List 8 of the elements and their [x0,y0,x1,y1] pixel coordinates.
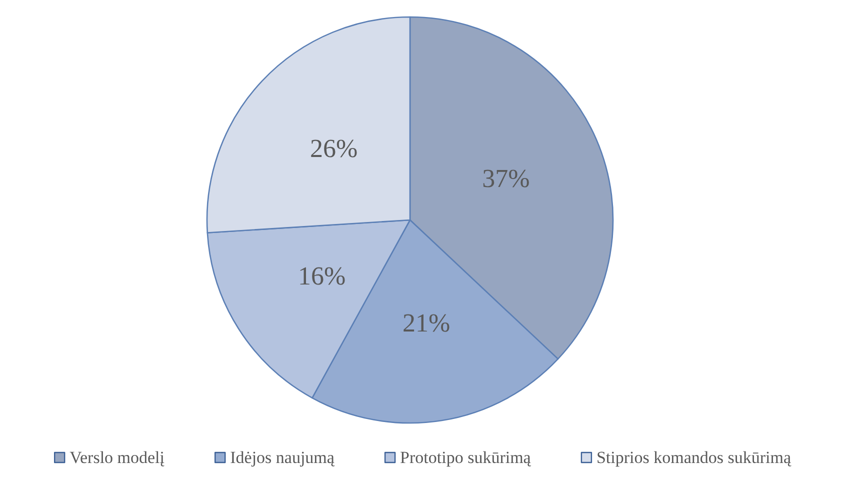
data-label: 37% [482,164,530,193]
data-label: 21% [402,308,450,338]
data-label: 26% [310,134,358,163]
legend-label: Stiprios komandos sukūrimą [596,448,792,467]
legend-label: Prototipo sukūrimą [400,448,532,467]
legend-label: Verslo modelį [70,448,165,467]
data-label: 16% [298,261,346,290]
legend-label: Idėjos naujumą [230,448,335,467]
